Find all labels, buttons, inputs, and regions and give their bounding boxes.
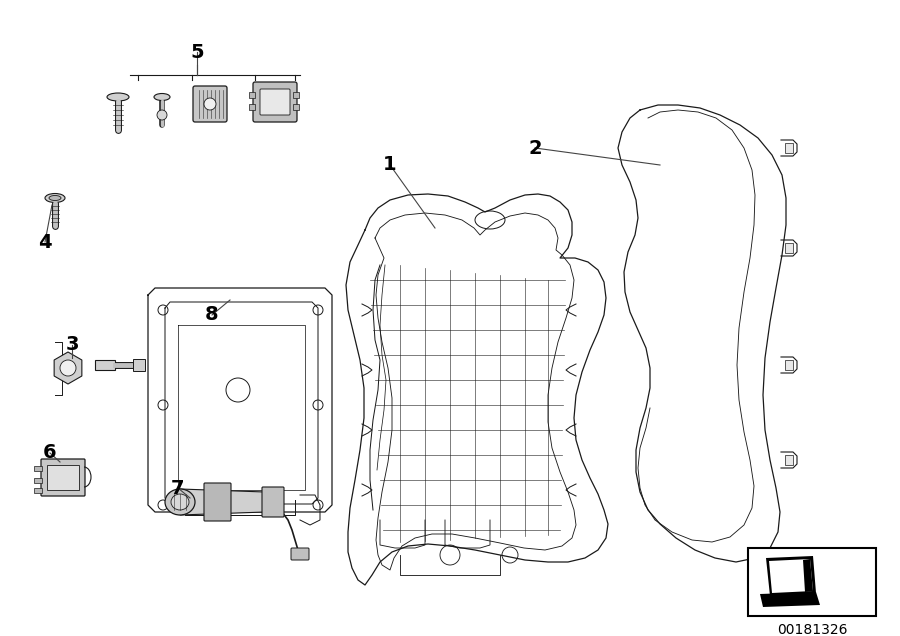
Polygon shape [803, 559, 813, 592]
Ellipse shape [154, 93, 170, 100]
Bar [293, 92, 299, 98]
Bar [34, 488, 42, 493]
Text: 8: 8 [205, 305, 219, 324]
Text: 6: 6 [43, 443, 57, 462]
Circle shape [204, 98, 216, 110]
Ellipse shape [49, 195, 61, 200]
Bar [785, 243, 793, 253]
FancyBboxPatch shape [193, 86, 227, 122]
Ellipse shape [165, 489, 195, 515]
Polygon shape [760, 592, 820, 607]
FancyBboxPatch shape [291, 548, 309, 560]
Bar [785, 360, 793, 370]
FancyBboxPatch shape [260, 89, 290, 115]
Text: 5: 5 [190, 43, 203, 62]
Ellipse shape [45, 193, 65, 202]
Ellipse shape [107, 93, 129, 101]
FancyBboxPatch shape [204, 483, 231, 521]
Text: 4: 4 [38, 233, 52, 251]
Circle shape [60, 360, 76, 376]
Text: 7: 7 [171, 478, 184, 497]
Bar [785, 143, 793, 153]
Bar [293, 104, 299, 110]
Text: 1: 1 [383, 155, 397, 174]
Bar [95, 360, 115, 370]
Text: 00181326: 00181326 [777, 623, 847, 636]
FancyBboxPatch shape [262, 487, 284, 517]
Polygon shape [54, 352, 82, 384]
Bar [249, 104, 255, 110]
FancyBboxPatch shape [41, 459, 85, 496]
Circle shape [157, 110, 167, 120]
Bar [47, 465, 79, 490]
Bar [133, 359, 145, 371]
Polygon shape [769, 559, 813, 593]
Polygon shape [180, 489, 265, 515]
Bar [748, 548, 876, 616]
Text: 3: 3 [65, 336, 79, 354]
Bar [34, 478, 42, 483]
Ellipse shape [171, 494, 189, 510]
Bar [249, 92, 255, 98]
Bar [34, 466, 42, 471]
Bar [785, 455, 793, 465]
FancyBboxPatch shape [253, 82, 297, 122]
Text: 2: 2 [528, 139, 542, 158]
Polygon shape [766, 556, 816, 596]
